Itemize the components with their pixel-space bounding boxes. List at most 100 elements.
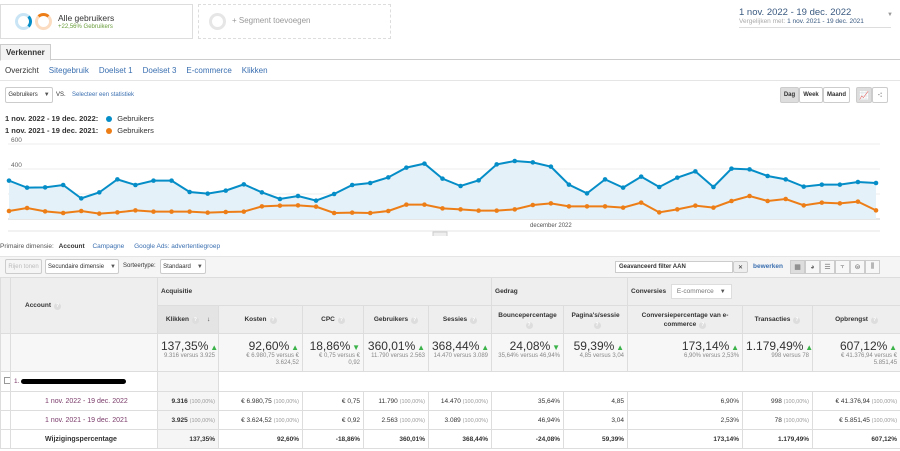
show-rows-button[interactable]: Rijen tonen bbox=[5, 259, 42, 274]
summary-pct: 59,39% bbox=[573, 339, 615, 353]
account-header[interactable]: Account? bbox=[10, 277, 158, 334]
summary-detail: 11.790 versus 2.563 bbox=[371, 353, 425, 359]
data-point bbox=[133, 208, 138, 213]
data-point bbox=[638, 200, 644, 205]
clear-filter-icon[interactable]: ✕ bbox=[733, 261, 748, 273]
row-checkbox[interactable] bbox=[0, 371, 11, 392]
secondary-dimension-select[interactable]: Secundaire dimensie ▼ bbox=[45, 259, 119, 274]
tab-verkenner[interactable]: Verkenner bbox=[0, 44, 51, 61]
help-icon: ? bbox=[793, 317, 801, 324]
column-header-8[interactable]: Transacties? bbox=[742, 305, 814, 334]
row-cell: € 41.376,94 (100,00%) bbox=[812, 391, 900, 411]
summary-cell: 24,08% ▼ 35,64% versus 46,94% bbox=[491, 333, 565, 372]
subnav-e-commerce[interactable]: E-commerce bbox=[186, 66, 232, 75]
segment-all-users[interactable]: Alle gebruikers +22,56% Gebruikers bbox=[0, 4, 193, 39]
dimension-campagne[interactable]: Campagne bbox=[92, 243, 125, 250]
summary-pct: 173,14% bbox=[681, 339, 730, 353]
subnav-overzicht[interactable]: Overzicht bbox=[5, 66, 39, 75]
data-point bbox=[512, 207, 518, 212]
data-point bbox=[223, 209, 229, 215]
data-point bbox=[386, 175, 391, 180]
conversion-select[interactable]: E-commerce ▼ bbox=[670, 284, 732, 299]
dimension-google-ads-adgroup[interactable]: Google Ads: advertentiegroep bbox=[134, 243, 221, 250]
comparison-view-icon[interactable]: ⫟ bbox=[835, 260, 850, 274]
data-point bbox=[151, 209, 156, 214]
data-point bbox=[584, 191, 590, 196]
data-point bbox=[404, 165, 409, 170]
data-point bbox=[97, 211, 102, 216]
data-point bbox=[440, 176, 445, 181]
row-cell: 2,53% bbox=[627, 410, 744, 430]
column-header-1[interactable]: Kosten? bbox=[218, 305, 303, 334]
data-point bbox=[711, 205, 716, 210]
select-all-checkbox[interactable] bbox=[0, 277, 11, 334]
summary-cell: 368,44% ▲ 14.470 versus 3.089 bbox=[427, 333, 493, 372]
sort-select[interactable]: Standaard ▼ bbox=[160, 259, 206, 274]
data-point bbox=[855, 199, 861, 204]
cell-share: (100,00%) bbox=[273, 398, 299, 405]
sort-desc-icon[interactable]: ↓ bbox=[206, 316, 211, 323]
line-chart: 200400600december 2022 bbox=[6, 137, 880, 236]
row-cell: 998 (100,00%) bbox=[742, 391, 814, 411]
summary-cell: 607,12% ▲ € 41.376,94 versus € 5.851,45 bbox=[812, 333, 900, 372]
subnav-sitegebruik[interactable]: Sitegebruik bbox=[48, 66, 89, 75]
column-header-6[interactable]: Pagina's/sessie? bbox=[563, 305, 629, 334]
row-cell: 3.925 (100,00%) bbox=[157, 410, 219, 430]
column-header-9[interactable]: Opbrengst? bbox=[812, 305, 900, 334]
edit-filter-link[interactable]: bewerken bbox=[753, 263, 783, 270]
subnav-klikken[interactable]: Klikken bbox=[241, 66, 268, 75]
summary-cell: 173,14% ▲ 6,90% versus 2,53% bbox=[627, 333, 744, 372]
line-chart-icon[interactable]: 📈 bbox=[856, 87, 872, 103]
column-header-7[interactable]: Conversiepercentage van e-commerce? bbox=[627, 305, 744, 334]
cell-value: 4,85 bbox=[611, 397, 625, 405]
data-point bbox=[602, 204, 608, 209]
column-header-5[interactable]: Bouncepercentage? bbox=[491, 305, 565, 334]
help-icon: ? bbox=[54, 302, 61, 310]
granularity-day[interactable]: Dag bbox=[780, 87, 799, 103]
granularity-week[interactable]: Week bbox=[799, 87, 823, 103]
arrow-up-icon: ▲ bbox=[731, 343, 740, 352]
motion-chart-icon[interactable]: ⁖ bbox=[872, 87, 888, 103]
cell-value: 998 bbox=[770, 397, 782, 405]
sort-value: Standaard bbox=[163, 263, 191, 270]
column-label: Bouncepercentage bbox=[498, 311, 557, 319]
column-header-2[interactable]: CPC? bbox=[302, 305, 364, 334]
summary-pct: 360,01% bbox=[367, 339, 416, 353]
data-point bbox=[313, 204, 319, 209]
add-segment-button[interactable]: + Segment toevoegen bbox=[198, 4, 391, 39]
cell-value: € 0,75 bbox=[341, 397, 360, 405]
compare-label: Vergelijken met: bbox=[739, 18, 786, 25]
column-header-4[interactable]: Sessies? bbox=[427, 305, 493, 334]
checkbox-icon[interactable] bbox=[4, 377, 10, 384]
caret-down-icon: ▼ bbox=[43, 92, 50, 98]
subnav-doelset-3[interactable]: Doelset 3 bbox=[142, 66, 177, 75]
dimension-account[interactable]: Account bbox=[58, 243, 85, 250]
table-row[interactable]: 1 nov. 2021 - 19 dec. 2021 3.925 (100,00%… bbox=[0, 410, 900, 430]
pivot-view-icon[interactable]: ⫼ bbox=[865, 260, 880, 274]
metric-select[interactable]: Gebruikers ▼ bbox=[5, 87, 53, 103]
row-cell: € 6.980,75 (100,00%) bbox=[218, 391, 303, 411]
column-label: Kosten bbox=[244, 316, 267, 323]
select-metric-link[interactable]: Selecteer een statistiek bbox=[72, 92, 135, 98]
column-header-0[interactable]: Klikken? ↓ bbox=[157, 305, 219, 334]
data-point bbox=[404, 202, 409, 207]
term-cloud-view-icon[interactable]: ⊜ bbox=[850, 260, 865, 274]
cell-share: (100,00%) bbox=[189, 417, 215, 424]
cell-value: € 5.851,45 bbox=[839, 416, 870, 424]
subnav-doelset-1[interactable]: Doelset 1 bbox=[98, 66, 133, 75]
date-range-picker[interactable]: 1 nov. 2022 - 19 dec. 2022 Vergelijken m… bbox=[739, 7, 893, 28]
group-conversies: Conversies E-commerce ▼ bbox=[627, 277, 900, 306]
bar-view-icon[interactable]: ☰ bbox=[820, 260, 835, 274]
table-view-icon[interactable]: ▦ bbox=[790, 260, 805, 274]
account-row[interactable]: 1. bbox=[0, 371, 900, 392]
summary-cell: 1.179,49% ▲ 998 versus 78 bbox=[742, 333, 814, 372]
account-cell: 1. bbox=[10, 371, 158, 392]
row-cell: 14.470 (100,00%) bbox=[427, 391, 493, 411]
table-row[interactable]: 1 nov. 2022 - 19 dec. 2022 9.316 (100,00%… bbox=[0, 391, 900, 411]
data-point bbox=[169, 178, 174, 183]
granularity-month[interactable]: Maand bbox=[823, 87, 850, 103]
column-header-3[interactable]: Gebruikers? bbox=[363, 305, 429, 334]
pie-view-icon[interactable]: ◕ bbox=[805, 260, 820, 274]
advanced-filter-input[interactable]: Geavanceerd filter AAN bbox=[615, 261, 733, 273]
tab-bar: Verkenner bbox=[0, 44, 900, 61]
